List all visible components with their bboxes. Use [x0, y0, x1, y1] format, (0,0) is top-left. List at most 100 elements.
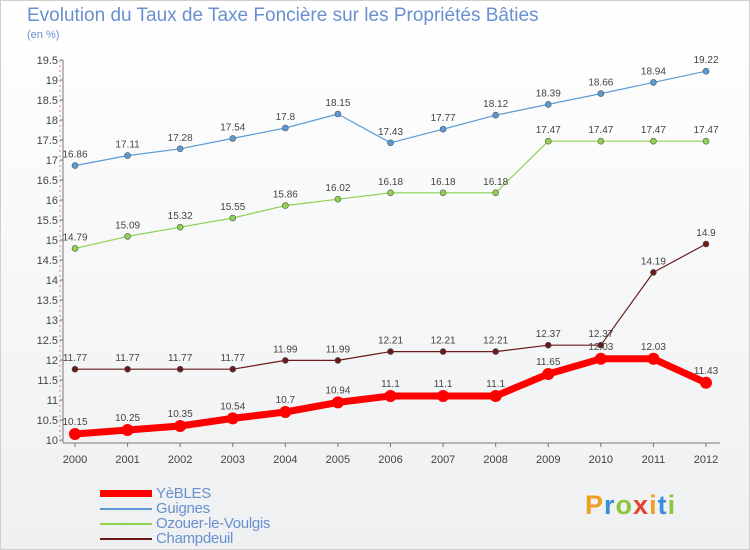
data-label: 14.9: [696, 228, 716, 239]
logo-letter: t: [657, 490, 668, 520]
data-label: 15.55: [220, 202, 245, 213]
data-point: [650, 137, 657, 145]
data-label: 12.21: [483, 336, 508, 347]
logo-letter: P: [585, 490, 605, 520]
data-point: [492, 111, 499, 119]
data-point: [439, 189, 447, 197]
data-label: 11.1: [381, 379, 400, 390]
data-label: 11.77: [63, 353, 88, 364]
data-point: [334, 195, 342, 203]
y-tick-label: 17: [46, 155, 58, 167]
x-tick-label: 2001: [115, 454, 139, 466]
logo-letter: o: [615, 490, 634, 520]
x-tick-label: 2005: [326, 454, 350, 466]
data-point: [437, 390, 450, 402]
data-label: 12.03: [588, 342, 613, 353]
x-tick-label: 2008: [483, 454, 507, 466]
data-label: 17.54: [220, 122, 245, 133]
data-point: [650, 79, 657, 86]
data-label: 16.18: [431, 177, 456, 188]
data-point: [124, 365, 131, 373]
data-point: [176, 365, 184, 373]
data-label: 18.39: [536, 88, 561, 99]
y-tick-label: 12: [46, 355, 58, 367]
data-point: [544, 101, 552, 108]
data-label: 10.25: [115, 413, 140, 424]
data-label: 15.86: [273, 190, 298, 201]
data-label: 19.22: [693, 55, 718, 66]
data-label: 18.15: [325, 98, 350, 109]
data-point: [492, 348, 499, 355]
legend-label: Champdeuil: [156, 530, 234, 547]
data-point: [282, 124, 289, 132]
data-point: [176, 145, 184, 153]
data-point: [387, 139, 394, 147]
data-point: [647, 352, 660, 365]
data-point: [702, 240, 710, 248]
data-point: [594, 352, 607, 365]
data-label: 11.77: [221, 353, 246, 364]
y-tick-label: 17.5: [37, 135, 58, 147]
data-point: [229, 214, 237, 222]
data-label: 12.37: [588, 329, 613, 340]
data-point: [71, 365, 79, 373]
data-label: 11.1: [434, 379, 453, 390]
x-tick-label: 2002: [168, 454, 192, 466]
data-label: 18.66: [588, 78, 613, 89]
data-point: [229, 365, 237, 373]
y-tick-label: 15.5: [37, 215, 58, 227]
data-label: 11.77: [168, 353, 193, 364]
chart-title: Evolution du Taux de Taxe Foncière sur l…: [27, 5, 539, 26]
data-label: 10.35: [168, 409, 193, 420]
line-chart: 10 10.5 11 11.5 12 12.5 13 13.5 14 14.5 15 15.5 16 16…: [37, 55, 720, 466]
data-label: 17.43: [378, 127, 403, 138]
logo-letter: i: [649, 490, 658, 520]
data-point: [544, 137, 552, 145]
x-tick-label: 2006: [378, 454, 402, 466]
data-point: [387, 189, 394, 197]
data-label: 11.65: [536, 357, 561, 368]
data-point: [334, 357, 342, 364]
data-label: 11.43: [694, 366, 719, 377]
data-point: [226, 412, 239, 425]
data-label: 16.02: [325, 183, 350, 194]
data-point: [439, 125, 447, 133]
data-label: 14.79: [62, 232, 87, 243]
y-tick-label: 13: [46, 315, 58, 327]
data-point: [174, 420, 187, 432]
data-point: [650, 269, 657, 276]
data-point: [542, 368, 555, 380]
y-tick-label: 14.5: [37, 255, 58, 267]
data-label: 18.94: [641, 66, 666, 77]
data-label: 17.8: [276, 112, 296, 123]
data-label: 12.21: [378, 336, 403, 347]
logo-letter: x: [633, 490, 650, 520]
x-tick-label: 2004: [273, 454, 297, 466]
x-tick-label: 2000: [63, 454, 87, 466]
data-label: 12.03: [641, 342, 666, 353]
data-label: 11.99: [273, 344, 298, 355]
data-label: 11.1: [486, 379, 505, 390]
data-point: [331, 396, 344, 409]
logo-letter: i: [667, 490, 677, 520]
data-point: [492, 189, 499, 197]
data-label: 10.7: [276, 395, 296, 406]
y-tick-label: 11.5: [37, 375, 58, 387]
x-tick-label: 2003: [221, 454, 245, 466]
data-label: 16.18: [483, 177, 508, 188]
data-point: [700, 376, 712, 389]
data-point: [334, 110, 342, 118]
data-point: [544, 341, 552, 349]
y-tick-label: 11: [47, 395, 58, 407]
data-point: [702, 137, 710, 145]
legend-swatch: [100, 490, 152, 497]
data-label: 16.86: [62, 150, 87, 161]
y-tick-label: 19.5: [37, 55, 58, 67]
data-point: [597, 90, 605, 97]
chart-unit: (en %): [27, 29, 60, 41]
data-point: [69, 428, 81, 440]
series-layer: [69, 67, 712, 440]
data-label: 17.47: [536, 125, 561, 136]
data-label: 18.12: [483, 99, 508, 110]
